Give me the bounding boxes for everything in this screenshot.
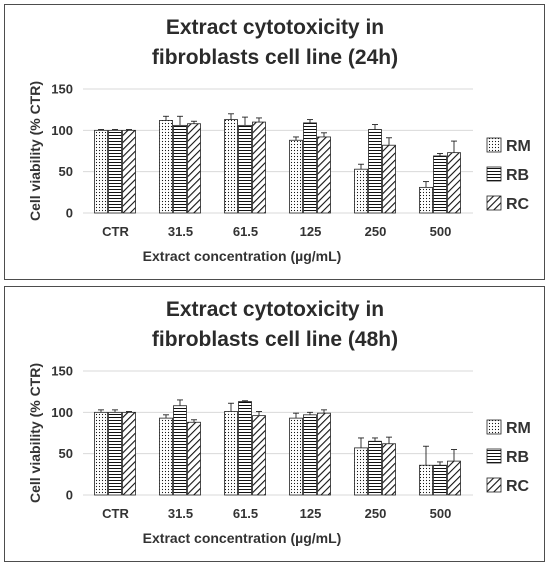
chart-panel-24h: Extract cytotoxicity in fibroblasts cell … <box>4 4 545 280</box>
x-tick-label: 125 <box>300 506 322 521</box>
x-tick-label: CTR <box>102 224 129 239</box>
bar-rm-61.5 <box>224 411 238 496</box>
bar-rb-500 <box>433 155 447 214</box>
y-tick-label: 0 <box>66 206 73 221</box>
y-tick-label: 150 <box>51 82 73 97</box>
x-tick-label: 500 <box>430 506 452 521</box>
chart-title-line-1: Extract cytotoxicity in <box>166 16 384 39</box>
bar-rm-250 <box>354 447 368 496</box>
bar-rm-500 <box>419 464 433 496</box>
bar-rb-31.5 <box>173 124 187 214</box>
y-tick-label: 50 <box>59 164 73 179</box>
y-axis-title: Cell viability (% CTR) <box>27 363 43 503</box>
x-axis-title: Extract concentration (µg/mL) <box>143 248 342 264</box>
bar-rm-31.5 <box>159 417 173 496</box>
x-tick-label: 250 <box>365 224 387 239</box>
bar-rc-125 <box>317 136 331 214</box>
bar-rb-31.5 <box>173 405 187 496</box>
bar-rb-CTR <box>108 129 122 214</box>
legend-label-rc: RC <box>506 196 530 213</box>
legend-swatch-rb <box>486 448 502 464</box>
bar-rm-125 <box>289 139 303 214</box>
x-tick-label: 500 <box>430 224 452 239</box>
x-tick-label: 31.5 <box>168 224 193 239</box>
bar-rm-61.5 <box>224 119 238 214</box>
legend-label-rm: RM <box>506 138 531 155</box>
bar-rc-61.5 <box>252 121 266 214</box>
bar-rc-CTR <box>122 129 136 214</box>
chart-title-line-2: fibroblasts cell line (48h) <box>152 328 398 351</box>
legend-swatch-rc <box>486 195 502 211</box>
y-tick-label: 50 <box>59 446 73 461</box>
legend-swatch-rm <box>486 419 502 435</box>
y-axis-title: Cell viability (% CTR) <box>27 81 43 221</box>
legend-swatch-rm <box>486 137 502 153</box>
y-tick-label: 100 <box>51 405 73 420</box>
bar-rb-125 <box>303 122 317 214</box>
bar-rb-CTR <box>108 411 122 496</box>
legend-swatch-rc <box>486 477 502 493</box>
x-tick-label: 61.5 <box>233 224 258 239</box>
legend-label-rb: RB <box>506 449 529 466</box>
bar-rc-250 <box>382 144 396 214</box>
chart-panel-48h: Extract cytotoxicity in fibroblasts cell … <box>4 286 545 562</box>
bar-rc-125 <box>317 412 331 496</box>
chart-title-line-2: fibroblasts cell line (24h) <box>152 46 398 69</box>
x-tick-label: 61.5 <box>233 506 258 521</box>
bar-rb-500 <box>433 464 447 496</box>
y-tick-label: 0 <box>66 488 73 503</box>
bar-rb-61.5 <box>238 124 252 214</box>
chart-24h: Extract cytotoxicity in fibroblasts cell … <box>27 16 531 264</box>
y-tick-label: 100 <box>51 123 73 138</box>
legend-label-rb: RB <box>506 167 529 184</box>
x-tick-label: 250 <box>365 506 387 521</box>
legend-swatch-rb <box>486 166 502 182</box>
legend-label-rc: RC <box>506 478 530 495</box>
bar-rm-125 <box>289 417 303 496</box>
bar-rc-500 <box>447 460 461 496</box>
bar-rc-31.5 <box>187 123 201 214</box>
x-tick-label: 125 <box>300 224 322 239</box>
x-axis-title: Extract concentration (µg/mL) <box>143 530 342 546</box>
bar-rb-125 <box>303 414 317 496</box>
bar-rm-CTR <box>94 129 108 214</box>
bar-rc-31.5 <box>187 421 201 496</box>
bar-rb-250 <box>368 129 382 214</box>
bar-rc-61.5 <box>252 415 266 496</box>
bar-rc-250 <box>382 443 396 496</box>
chart-title-line-1: Extract cytotoxicity in <box>166 298 384 321</box>
y-tick-label: 150 <box>51 364 73 379</box>
bar-rm-250 <box>354 168 368 214</box>
legend-label-rm: RM <box>506 420 531 437</box>
x-tick-label: 31.5 <box>168 506 193 521</box>
x-tick-label: CTR <box>102 506 129 521</box>
bar-rm-CTR <box>94 411 108 496</box>
bar-rm-31.5 <box>159 120 173 214</box>
chart-48h: Extract cytotoxicity in fibroblasts cell … <box>27 298 531 546</box>
bar-rm-500 <box>419 186 433 214</box>
bar-rc-CTR <box>122 411 136 496</box>
bar-rc-500 <box>447 152 461 214</box>
bar-rb-61.5 <box>238 401 252 496</box>
bar-rb-250 <box>368 440 382 496</box>
